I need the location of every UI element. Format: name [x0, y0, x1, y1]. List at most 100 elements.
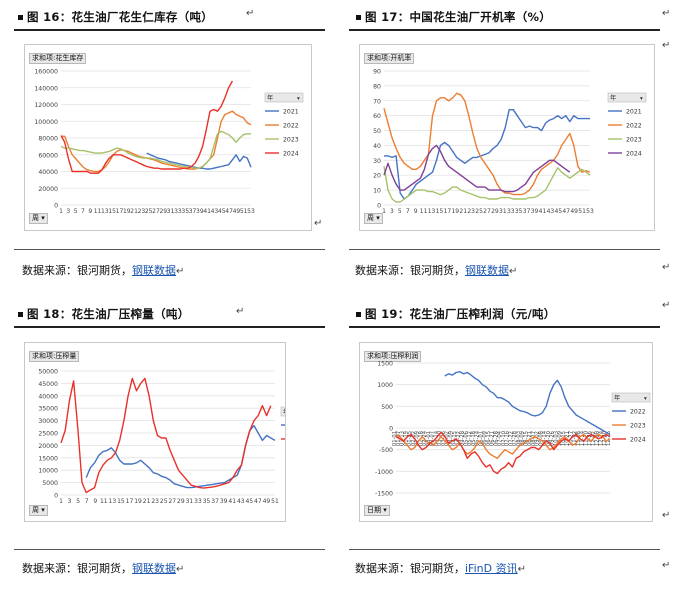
x-tick-label: 19 [134, 498, 142, 505]
x-tick-label: 35 [203, 498, 211, 505]
x-tick-label: 13 [109, 498, 117, 505]
legend-title: 年 [614, 394, 620, 402]
series-line [60, 80, 234, 174]
y-tick-label: 10 [373, 188, 381, 195]
x-tick-label: 01-13 [400, 431, 406, 446]
chart-svg: 0 5000 10000 15000 20000 25000 30000 35000 40000… [38, 369, 285, 505]
series-line [383, 92, 591, 196]
field-tag[interactable]: 求和项:开机率 [364, 53, 415, 64]
y-tick-label: 30 [373, 158, 381, 165]
x-tick-label: 5 [398, 208, 402, 215]
source-link[interactable]: 钢联数据 [132, 264, 176, 277]
x-tick-label: 05-12 [467, 431, 473, 446]
x-tick-label: 33 [507, 208, 515, 215]
x-tick-label: 27 [152, 208, 160, 215]
x-tick-label: 37 [189, 208, 197, 215]
x-tick-label: 53 [586, 208, 594, 215]
return-mark-icon: ↵ [314, 218, 323, 229]
series-line [60, 377, 272, 494]
x-tick-label: 04-15 [452, 431, 458, 446]
field-tag[interactable]: 求和项:压榨量 [29, 351, 80, 362]
x-tick-label: 27 [168, 498, 176, 505]
x-tick-label: 51 [240, 208, 248, 215]
x-tick-label: 37 [211, 498, 219, 505]
return-mark-icon: ↵ [662, 300, 671, 311]
x-tick-label: 37 [523, 208, 531, 215]
x-tick-label: 08-27 [531, 431, 537, 446]
x-tick-label: 31 [499, 208, 507, 215]
y-tick-label: 60 [373, 113, 381, 120]
source-link[interactable]: 钢联数据 [132, 562, 176, 575]
filter-button[interactable]: 日期 ▾ [364, 505, 390, 516]
series-line [395, 431, 611, 475]
x-tick-label: 39 [196, 208, 204, 215]
chevron-down-icon: ▾ [644, 396, 647, 402]
series-line [444, 371, 611, 436]
y-tick-label: 500 [381, 404, 393, 411]
x-tick-label: 08-03 [516, 431, 522, 446]
title-rule [349, 326, 660, 328]
filter-button[interactable]: 周 ▾ [364, 213, 383, 224]
x-tick-label: 06-01 [478, 431, 484, 446]
x-tick-label: 23 [151, 498, 159, 505]
legend-label: 2021 [626, 109, 642, 116]
y-tick-label: 1500 [377, 361, 393, 368]
x-tick-label: 03-26 [441, 431, 447, 446]
y-tick-label: 45000 [38, 381, 58, 388]
source-link[interactable]: iFinD 资讯 [465, 562, 518, 575]
x-tick-label: 15 [108, 208, 116, 215]
x-tick-label: 47 [254, 498, 262, 505]
legend-label: 2022 [283, 123, 299, 130]
source-note: 数据来源：银河期货，钢联数据↵ [355, 264, 518, 277]
legend-label: 2022 [626, 123, 642, 130]
x-tick-label: 35 [181, 208, 189, 215]
legend-label: 2024 [283, 151, 299, 158]
x-tick-label: 1 [59, 498, 63, 505]
series-line [383, 144, 571, 193]
x-tick-label: 05-06 [463, 431, 469, 446]
x-tick-label: 04-02 [445, 431, 451, 446]
x-tick-label: 29 [491, 208, 499, 215]
y-tick-label: 30000 [38, 418, 58, 425]
field-tag[interactable]: 求和项:压榨利润 [364, 351, 422, 362]
y-tick-label: 60000 [38, 152, 58, 159]
series-line [384, 109, 590, 200]
x-tick-label: 07-10 [501, 431, 507, 446]
filter-button[interactable]: 周 ▾ [29, 213, 48, 224]
legend-label: 2021 [283, 109, 299, 116]
y-tick-label: 90 [373, 69, 381, 76]
filter-button[interactable]: 周 ▾ [29, 505, 48, 516]
x-tick-label: 33 [174, 208, 182, 215]
x-tick-label: 27 [483, 208, 491, 215]
source-rule [349, 249, 660, 250]
source-link[interactable]: 钢联数据 [465, 264, 509, 277]
x-tick-label: 07-22 [508, 431, 514, 446]
x-tick-label: 04-28 [460, 431, 466, 446]
x-tick-label: 41 [203, 208, 211, 215]
x-tick-label: 11 [100, 498, 108, 505]
y-tick-label: 50000 [38, 369, 58, 376]
x-tick-label: 7 [85, 498, 89, 505]
x-tick-label: 09-20 [546, 431, 552, 446]
legend-filter-button [607, 92, 647, 103]
x-tick-label: 53 [247, 208, 255, 215]
return-mark-icon: ↵ [662, 560, 671, 571]
x-tick-label: 5 [76, 498, 80, 505]
x-tick-label: 12-26 [606, 431, 612, 446]
bullet-icon [18, 312, 23, 317]
legend-filter-button [611, 392, 651, 403]
legend-label: 2023 [626, 137, 642, 144]
x-tick-label: 33 [194, 498, 202, 505]
y-tick-label: 140000 [34, 85, 58, 92]
field-tag[interactable]: 求和项:花生库存 [29, 53, 87, 64]
x-tick-label: 15 [117, 498, 125, 505]
x-tick-label: 23 [138, 208, 146, 215]
x-tick-label: 06-21 [490, 431, 496, 446]
x-tick-label: 17 [444, 208, 452, 215]
x-tick-label: 3 [66, 208, 70, 215]
legend-title: 年 [267, 94, 273, 102]
legend-title: 年 [283, 408, 285, 416]
figure-title: 图 16：花生油厂花生仁库存（吨） [18, 9, 213, 25]
return-mark-icon: ↵ [246, 8, 255, 19]
